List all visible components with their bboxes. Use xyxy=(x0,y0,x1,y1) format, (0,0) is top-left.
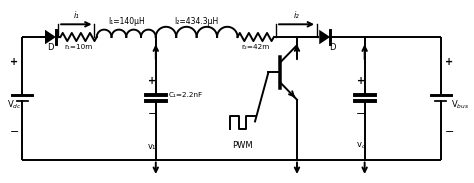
Text: i₂: i₂ xyxy=(294,11,300,20)
Text: l₁=140μH: l₁=140μH xyxy=(108,17,145,26)
Text: +: + xyxy=(445,57,453,67)
Text: i₁: i₁ xyxy=(73,11,79,20)
Text: +: + xyxy=(357,76,365,86)
Text: +: + xyxy=(10,57,18,67)
Text: v$_c$: v$_c$ xyxy=(356,141,366,151)
Polygon shape xyxy=(45,30,56,44)
Polygon shape xyxy=(319,30,330,44)
Text: −: − xyxy=(356,109,366,119)
Text: V$_{bus}$: V$_{bus}$ xyxy=(451,99,469,111)
Text: D: D xyxy=(47,43,54,52)
Text: PWM: PWM xyxy=(232,141,253,150)
Text: r₂=42m: r₂=42m xyxy=(242,44,270,50)
Text: V$_{dc}$: V$_{dc}$ xyxy=(7,99,21,111)
Text: −: − xyxy=(147,109,157,119)
Text: D: D xyxy=(329,43,336,52)
Text: v₁: v₁ xyxy=(148,142,156,151)
Text: −: − xyxy=(9,127,19,137)
Text: −: − xyxy=(445,127,454,137)
Text: C₁=2.2nF: C₁=2.2nF xyxy=(168,92,202,98)
Text: l₂=434.3μH: l₂=434.3μH xyxy=(174,17,219,26)
Text: r₁=10m: r₁=10m xyxy=(64,44,93,50)
Text: +: + xyxy=(148,76,156,86)
